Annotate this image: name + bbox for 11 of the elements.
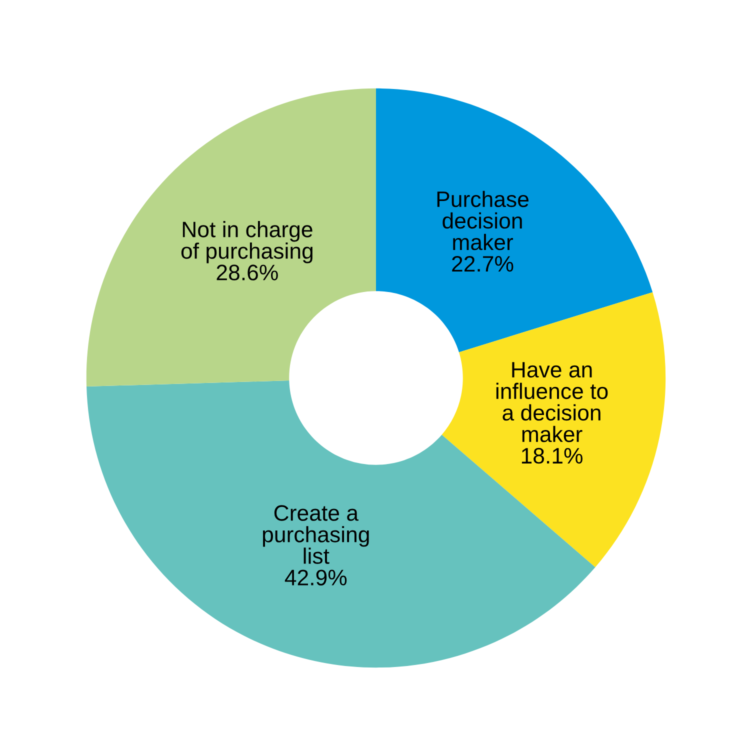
data-label: 42.9%	[284, 570, 347, 586]
slice-label: Purchase decision maker	[437, 190, 528, 250]
data-label: 28.6%	[216, 264, 278, 280]
slice-label: Create a purchasing list	[262, 505, 369, 564]
donut-slice	[376, 88, 653, 352]
data-label: 18.1%	[522, 448, 582, 464]
slice-label: Have an influence to a decision maker	[496, 362, 608, 442]
data-label: 22.7%	[452, 256, 514, 272]
donut-slice	[442, 292, 666, 568]
slice-label: Not in charge of purchasing	[181, 221, 312, 264]
donut-slice	[86, 88, 376, 387]
